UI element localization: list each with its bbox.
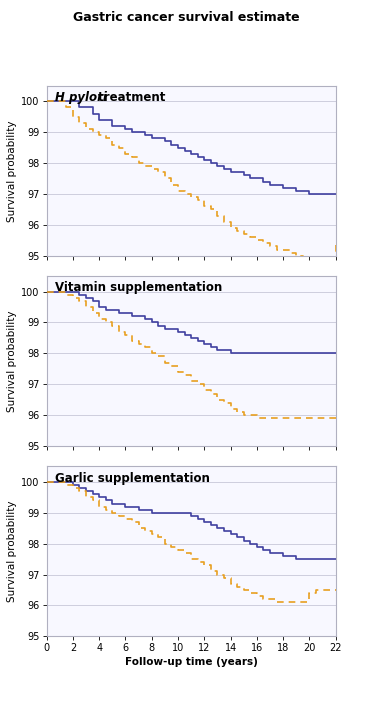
Text: treatment: treatment	[94, 91, 166, 104]
X-axis label: Follow-up time (years): Follow-up time (years)	[125, 658, 258, 668]
Text: Gastric cancer survival estimate: Gastric cancer survival estimate	[73, 11, 300, 24]
Text: Garlic supplementation: Garlic supplementation	[55, 471, 210, 485]
Text: H pylori: H pylori	[55, 91, 107, 104]
Y-axis label: Survival probability: Survival probability	[7, 500, 17, 602]
Y-axis label: Survival probability: Survival probability	[7, 120, 17, 222]
Text: Vitamin supplementation: Vitamin supplementation	[55, 281, 223, 294]
Y-axis label: Survival probability: Survival probability	[7, 310, 17, 412]
